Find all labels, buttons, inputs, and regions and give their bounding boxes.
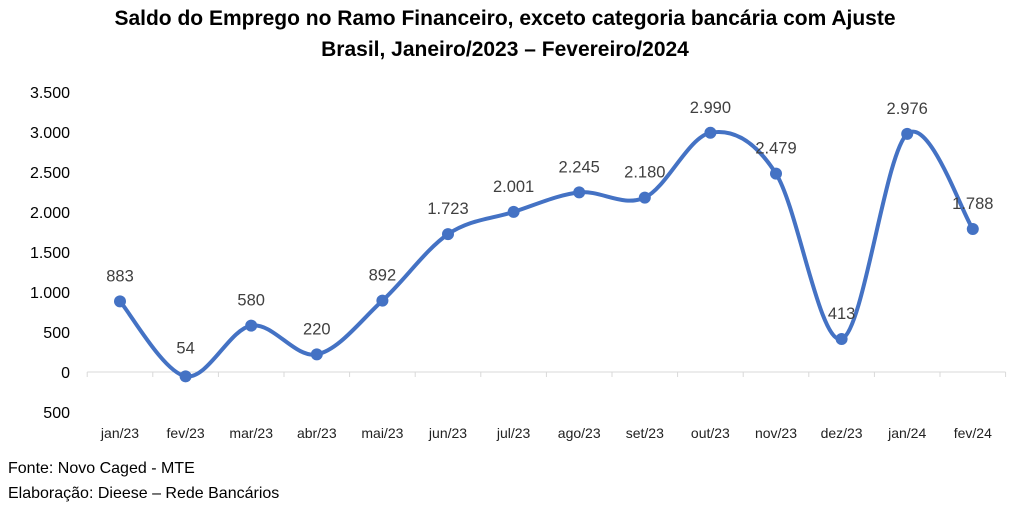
data-point — [770, 167, 782, 180]
data-label: 2.001 — [493, 178, 534, 196]
data-label: 1.723 — [427, 200, 468, 218]
data-label: 413 — [828, 305, 856, 323]
data-point — [966, 222, 979, 235]
y-tick-label: 0 — [61, 365, 70, 382]
data-label: 580 — [237, 292, 265, 310]
line-chart: 3.500 3.000 2.500 2.000 1.500 1.000 500 0 500 jan… — [30, 85, 1007, 441]
data-label: 54 — [176, 339, 194, 357]
y-tick-label: 1.500 — [30, 245, 70, 262]
x-tick-label: ago/23 — [558, 425, 601, 441]
x-tick-label: jul/23 — [496, 425, 531, 441]
x-tick-label: fev/24 — [954, 425, 992, 441]
data-point — [310, 348, 323, 361]
y-tick-label: 3.500 — [30, 85, 70, 102]
data-label: 2.479 — [755, 140, 796, 158]
data-label: 1.788 — [952, 195, 993, 213]
x-tick-label: nov/23 — [755, 425, 797, 441]
data-point — [376, 294, 389, 307]
y-tick-label: 3.000 — [30, 125, 70, 142]
y-tick-label: 2.500 — [30, 165, 70, 182]
data-label: 220 — [303, 320, 331, 338]
data-label: 2.976 — [887, 100, 928, 118]
x-tick-label: fev/23 — [167, 425, 205, 441]
data-label: 2.245 — [559, 158, 600, 176]
x-tick-label: jan/23 — [100, 425, 139, 441]
data-point — [573, 186, 586, 199]
y-tick-label: 2.000 — [30, 205, 70, 222]
data-point — [507, 205, 520, 218]
chart-title: Saldo do Emprego no Ramo Financeiro, exc… — [114, 7, 896, 30]
data-point — [835, 332, 848, 345]
x-tick-label: jan/24 — [887, 425, 926, 441]
data-point — [901, 127, 914, 140]
data-label: 2.180 — [624, 164, 665, 182]
data-label: 2.990 — [690, 99, 731, 117]
credit-note: Elaboração: Dieese – Rede Bancários — [8, 485, 280, 502]
chart-subtitle: Brasil, Janeiro/2023 – Fevereiro/2024 — [321, 38, 689, 61]
y-tick-label: 1.000 — [30, 285, 70, 302]
data-point — [179, 370, 192, 383]
x-tick-label: jun/23 — [428, 425, 467, 441]
data-point — [442, 228, 454, 241]
y-tick-label: 500 — [43, 325, 70, 342]
x-tick-label: out/23 — [691, 425, 730, 441]
data-point — [638, 191, 651, 204]
data-label: 883 — [106, 267, 134, 285]
source-note: Fonte: Novo Caged - MTE — [8, 460, 195, 477]
x-tick-label: set/23 — [626, 425, 664, 441]
y-tick-label: 500 — [43, 405, 70, 422]
x-tick-label: mar/23 — [229, 425, 273, 441]
data-point — [114, 295, 126, 308]
data-point — [704, 126, 717, 139]
data-point — [245, 319, 258, 332]
x-tick-label: dez/23 — [821, 425, 863, 441]
data-label: 892 — [369, 267, 397, 285]
x-tick-label: abr/23 — [297, 425, 337, 441]
x-tick-label: mai/23 — [361, 425, 403, 441]
